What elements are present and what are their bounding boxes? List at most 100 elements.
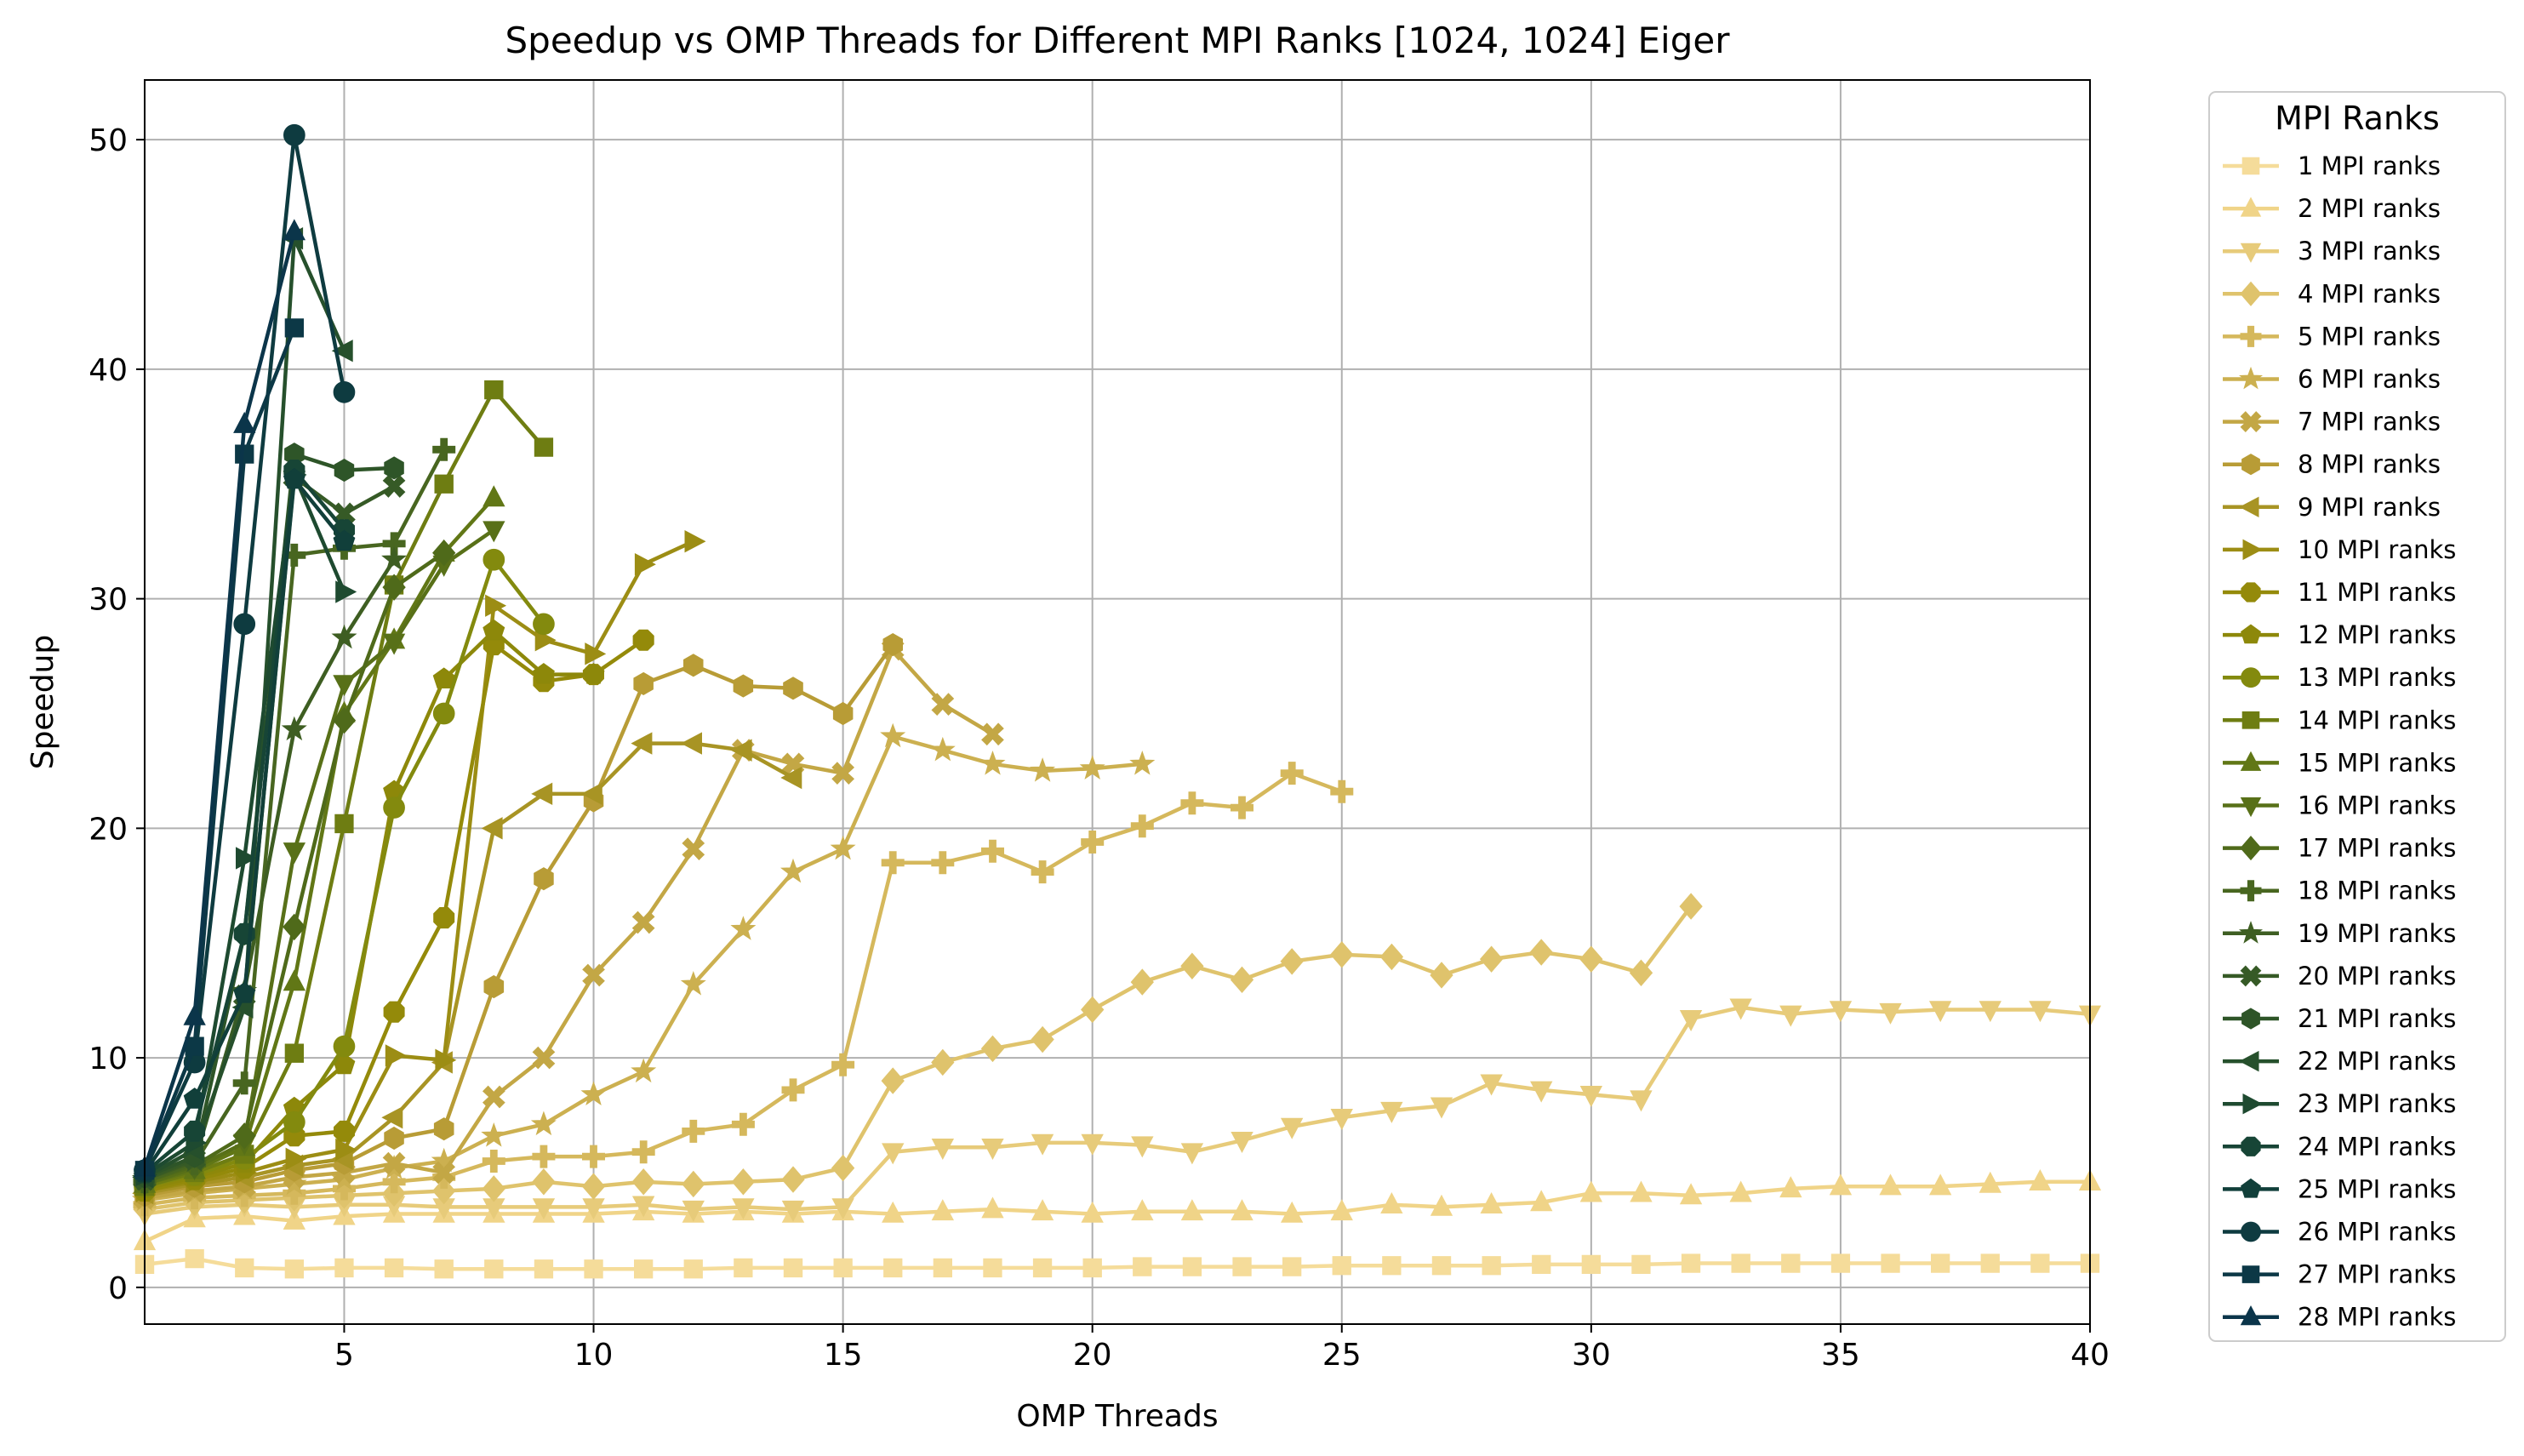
data-point — [1679, 893, 1703, 920]
legend-label: 17 MPI ranks — [2298, 834, 2456, 863]
data-point — [734, 1258, 753, 1278]
data-point — [285, 1147, 307, 1170]
data-point — [1681, 1253, 1701, 1273]
data-point — [1332, 1256, 1351, 1276]
series-line — [144, 643, 895, 1198]
data-point — [1130, 814, 1154, 838]
data-point — [232, 1122, 256, 1150]
legend-item: 11 MPI ranks — [2223, 578, 2456, 607]
legend-label: 13 MPI ranks — [2298, 663, 2456, 692]
data-point — [585, 642, 607, 665]
data-point — [1779, 1005, 1802, 1027]
data-point — [1031, 860, 1054, 884]
data-point — [434, 1259, 454, 1279]
data-point — [983, 1258, 1002, 1278]
data-point — [183, 1003, 206, 1025]
legend-label: 27 MPI ranks — [2298, 1260, 2456, 1289]
data-point — [1280, 1201, 1304, 1223]
legend-item: 19 MPI ranks — [2223, 919, 2456, 948]
data-point — [532, 1145, 556, 1168]
data-point — [331, 340, 353, 363]
data-point — [831, 1053, 855, 1076]
data-point — [384, 1258, 404, 1278]
legend-marker — [2240, 797, 2262, 818]
data-point — [333, 529, 356, 551]
data-point — [283, 842, 306, 865]
series-line — [144, 1005, 2091, 1216]
data-point — [931, 1199, 955, 1221]
legend-item: 2 MPI ranks — [2223, 194, 2441, 223]
data-point — [2029, 1001, 2052, 1023]
legend-label: 6 MPI ranks — [2298, 365, 2441, 394]
legend-marker — [2241, 1221, 2261, 1242]
data-point — [1180, 1199, 1204, 1221]
data-point — [1781, 1253, 1801, 1273]
legend-marker — [2238, 366, 2264, 390]
legend-marker — [2240, 325, 2262, 347]
data-point — [1979, 1171, 2001, 1193]
data-point — [1129, 751, 1156, 775]
legend-item: 5 MPI ranks — [2223, 322, 2441, 351]
y-axis-label: Speedup — [26, 635, 60, 770]
data-point — [1380, 1192, 1403, 1213]
legend-label: 24 MPI ranks — [2298, 1132, 2456, 1161]
data-point — [1280, 1117, 1304, 1139]
data-point — [382, 1151, 406, 1175]
data-point — [783, 1258, 803, 1278]
data-point — [580, 782, 602, 806]
data-point — [582, 1145, 605, 1168]
data-point — [1382, 1256, 1402, 1276]
legend-item: 27 MPI ranks — [2223, 1260, 2456, 1289]
data-point — [283, 467, 306, 489]
data-point — [236, 847, 257, 870]
data-point — [284, 1259, 304, 1279]
data-point — [1779, 1176, 1802, 1198]
data-point — [1979, 1001, 2001, 1023]
data-point — [1231, 1199, 1253, 1221]
legend-item: 15 MPI ranks — [2223, 748, 2456, 777]
legend-marker — [2240, 965, 2262, 987]
legend-item: 13 MPI ranks — [2223, 663, 2456, 692]
data-point — [1829, 1173, 1853, 1196]
data-point — [1231, 796, 1253, 819]
data-point — [732, 1198, 755, 1220]
data-point — [433, 1117, 454, 1141]
data-point — [631, 1168, 655, 1196]
data-point — [432, 539, 456, 567]
data-point — [382, 532, 406, 556]
data-point — [1480, 1074, 1503, 1096]
data-point — [1731, 1253, 1750, 1273]
data-point — [831, 1198, 854, 1220]
legend-marker — [2241, 1136, 2261, 1156]
data-point — [880, 722, 906, 748]
legend-marker — [2241, 711, 2260, 729]
data-point — [584, 1259, 603, 1279]
data-point — [1679, 1183, 1703, 1205]
data-point — [532, 1168, 556, 1196]
data-point — [335, 580, 357, 603]
legend-marker — [2242, 539, 2263, 561]
data-point — [931, 693, 955, 717]
plot-frame — [144, 79, 2091, 1325]
data-point — [1131, 1199, 1154, 1221]
legend-marker — [2241, 1265, 2260, 1283]
data-point — [233, 411, 256, 433]
x-axis-label: OMP Threads — [1016, 1399, 1218, 1434]
data-point — [831, 1154, 855, 1182]
data-point — [1579, 945, 1603, 973]
data-point — [881, 851, 905, 875]
data-point — [632, 629, 654, 651]
data-point — [1031, 1133, 1054, 1156]
data-point — [981, 839, 1004, 863]
data-point — [1579, 1086, 1603, 1107]
data-point — [382, 1170, 406, 1194]
data-point — [1629, 959, 1653, 986]
data-point — [284, 1043, 304, 1063]
y-tick-label: 10 — [89, 1042, 128, 1076]
series-line — [144, 647, 994, 1200]
legend-label: 14 MPI ranks — [2298, 705, 2456, 734]
data-point — [2030, 1253, 2050, 1273]
data-point — [534, 867, 554, 891]
data-point — [631, 1196, 655, 1218]
